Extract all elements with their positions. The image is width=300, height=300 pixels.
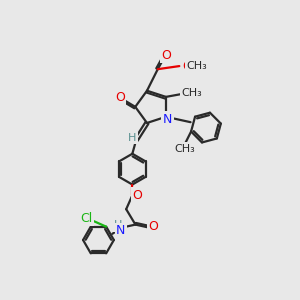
Text: N: N <box>163 112 172 126</box>
Text: O: O <box>161 49 171 62</box>
Text: H: H <box>113 220 122 230</box>
Text: N: N <box>116 224 125 237</box>
Text: O: O <box>132 189 142 202</box>
Text: CH₃: CH₃ <box>186 61 207 71</box>
Text: O: O <box>182 60 192 73</box>
Text: Cl: Cl <box>80 212 92 225</box>
Text: CH₃: CH₃ <box>182 88 202 98</box>
Text: O: O <box>148 220 158 233</box>
Text: O: O <box>115 91 125 104</box>
Text: CH₃: CH₃ <box>175 143 195 154</box>
Text: H: H <box>128 133 136 142</box>
